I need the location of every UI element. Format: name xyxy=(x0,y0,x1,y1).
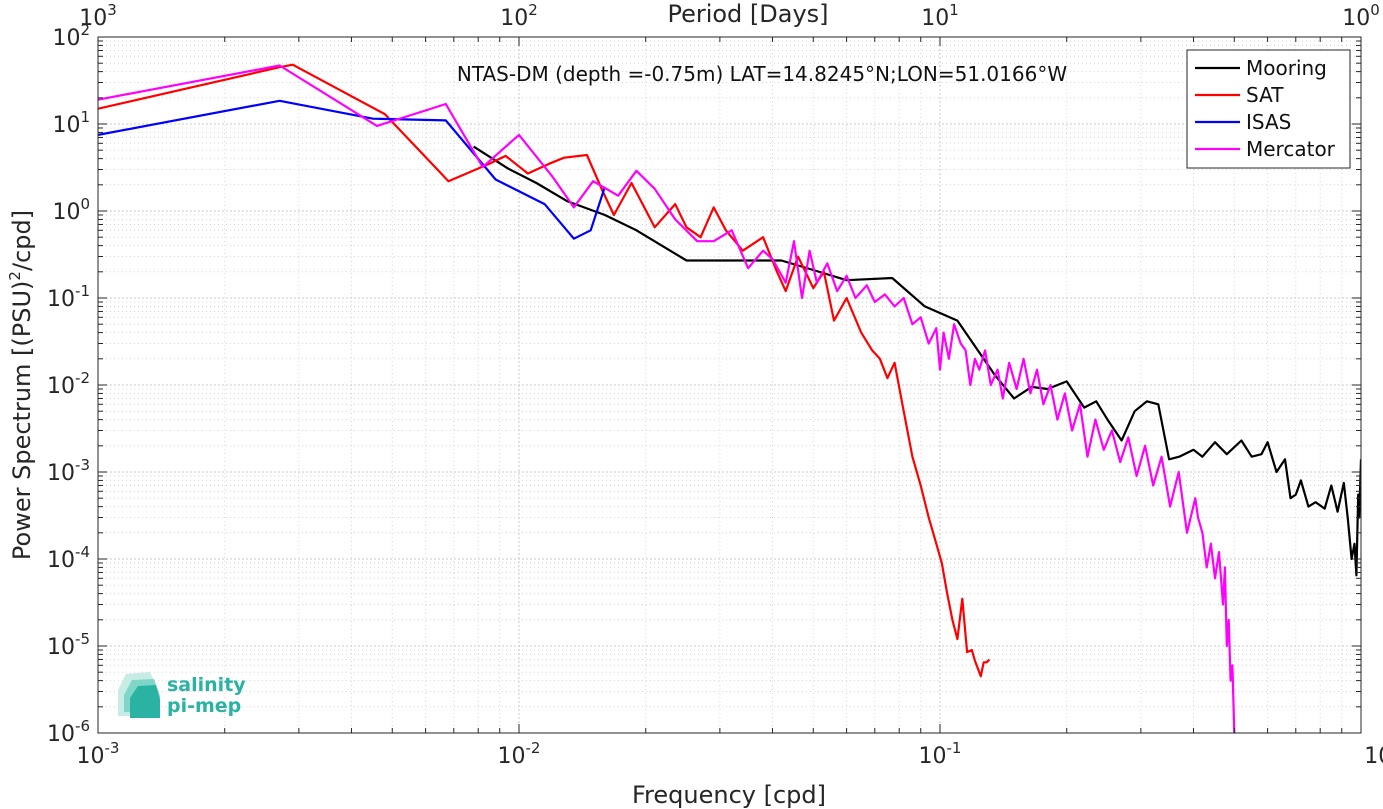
y-tick-label-exp: -1 xyxy=(75,282,90,300)
salinity-pi-mep-logo: salinity pi-mep xyxy=(118,672,246,718)
y-tick-label: 10-4 xyxy=(47,543,90,573)
y-tick-label: 101 xyxy=(52,108,90,138)
y-axis-label-main: Power Spectrum [(PSU) xyxy=(8,281,36,560)
top-tick-label-base: 10 xyxy=(500,6,528,31)
y-tick-label-base: 10 xyxy=(47,722,75,747)
top-tick-label-base: 10 xyxy=(1342,6,1370,31)
x-tick-label: 10-3 xyxy=(77,739,120,769)
series-line-mooring xyxy=(473,145,1361,577)
y-tick-label-exp: -3 xyxy=(75,456,90,474)
x-tick-label-exp: -1 xyxy=(947,739,962,757)
y-tick-label: 100 xyxy=(52,195,90,225)
legend-label-isas: ISAS xyxy=(1246,110,1291,134)
y-tick-label-base: 10 xyxy=(47,461,75,486)
y-tick-label-base: 10 xyxy=(52,113,80,138)
x-tick-label-base: 10 xyxy=(919,744,947,769)
y-tick-label-exp: -2 xyxy=(75,369,90,387)
ticks-layer xyxy=(97,36,1362,734)
logo-line-2: pi-mep xyxy=(167,695,241,717)
x-tick-label-exp: -2 xyxy=(526,739,541,757)
chart-title: NTAS-DM (depth =-0.75m) LAT=14.8245°N;LO… xyxy=(457,62,1067,86)
top-axis-label: Period [Days] xyxy=(667,0,828,28)
top-tick-label-exp: 2 xyxy=(528,1,538,19)
y-tick-label: 10-2 xyxy=(47,369,90,399)
x-tick-label: 100 xyxy=(1364,739,1383,769)
y-tick-label-exp: 2 xyxy=(80,21,90,39)
series-line-mercator xyxy=(98,64,1236,733)
x-tick-label: 10-2 xyxy=(498,739,541,769)
logo-line-1: salinity xyxy=(167,674,246,696)
y-tick-label-base: 10 xyxy=(47,287,75,312)
y-axis-label-sup: 2 xyxy=(6,271,24,281)
y-tick-label-base: 10 xyxy=(47,635,75,660)
tick-labels: 10-310-210-110010310210110010-610-510-41… xyxy=(47,1,1383,769)
top-tick-label: 100 xyxy=(1342,1,1380,31)
y-tick-label-base: 10 xyxy=(52,200,80,225)
x-axis-label: Frequency [cpd] xyxy=(632,781,826,809)
y-axis-label-tail: /cpd] xyxy=(8,210,36,271)
x-tick-label-base: 10 xyxy=(77,744,105,769)
x-tick-label-exp: -3 xyxy=(105,739,120,757)
y-tick-label-exp: -4 xyxy=(75,543,90,561)
x-tick-label: 10-1 xyxy=(919,739,962,769)
y-tick-label-exp: 1 xyxy=(80,108,90,126)
top-tick-label-exp: 1 xyxy=(949,1,959,19)
top-tick-label-exp: 0 xyxy=(1370,1,1380,19)
y-tick-label-base: 10 xyxy=(52,26,80,51)
top-tick-label-base: 10 xyxy=(921,6,949,31)
top-tick-label: 101 xyxy=(921,1,959,31)
legend-label-mercator: Mercator xyxy=(1246,137,1336,161)
y-tick-label-exp: 0 xyxy=(80,195,90,213)
y-tick-label: 10-1 xyxy=(47,282,90,312)
y-tick-label: 10-3 xyxy=(47,456,90,486)
y-tick-label-exp: -5 xyxy=(75,630,90,648)
top-tick-label-exp: 3 xyxy=(107,1,117,19)
legend: Mooring SAT ISAS Mercator xyxy=(1186,49,1351,169)
x-tick-label-base: 10 xyxy=(1364,744,1383,769)
y-tick-label: 10-6 xyxy=(47,717,90,747)
top-tick-label: 102 xyxy=(500,1,538,31)
legend-label-mooring: Mooring xyxy=(1246,56,1327,80)
x-tick-label-base: 10 xyxy=(498,744,526,769)
legend-label-sat: SAT xyxy=(1246,83,1284,107)
y-tick-label: 10-5 xyxy=(47,630,90,660)
top-tick-label-base: 10 xyxy=(79,6,107,31)
y-axis-label: Power Spectrum [(PSU)2/cpd] xyxy=(6,210,36,560)
y-tick-label-exp: -6 xyxy=(75,717,90,735)
y-tick-label-base: 10 xyxy=(47,374,75,399)
y-tick-label-base: 10 xyxy=(47,548,75,573)
series-line-isas xyxy=(98,99,606,240)
y-tick-label: 102 xyxy=(52,21,90,51)
top-tick-label: 103 xyxy=(79,1,117,31)
series-layer xyxy=(98,63,1361,733)
